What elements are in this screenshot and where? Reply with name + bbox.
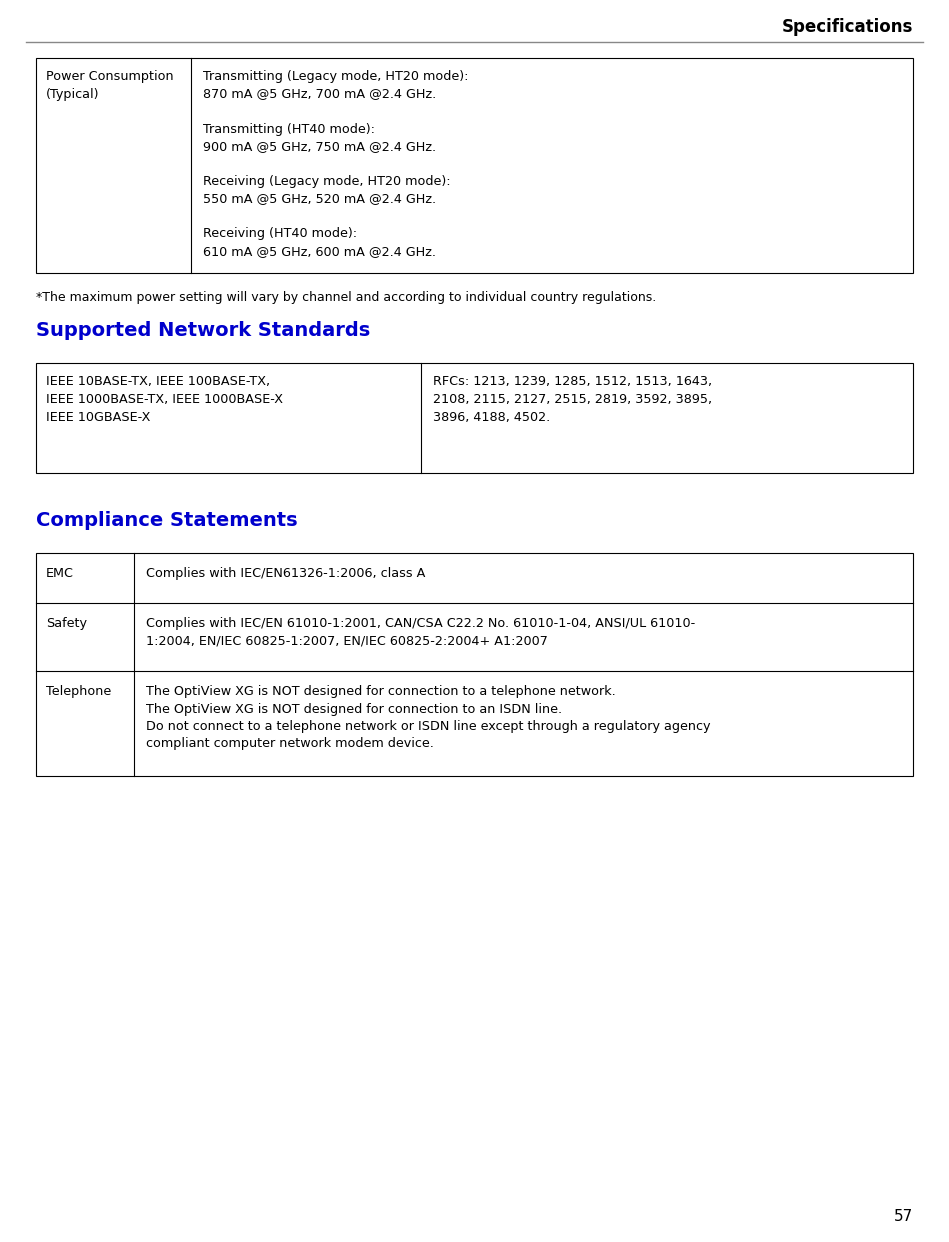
Bar xyxy=(36,58,913,273)
Text: Supported Network Standards: Supported Network Standards xyxy=(36,320,370,340)
Text: Specifications: Specifications xyxy=(782,17,913,36)
Text: Transmitting (Legacy mode, HT20 mode):
870 mA @5 GHz, 700 mA @2.4 GHz.

Transmit: Transmitting (Legacy mode, HT20 mode): 8… xyxy=(203,70,469,258)
Text: Telephone: Telephone xyxy=(46,686,111,698)
Text: EMC: EMC xyxy=(46,568,74,580)
Text: Compliance Statements: Compliance Statements xyxy=(36,510,298,530)
Text: Power Consumption
(Typical): Power Consumption (Typical) xyxy=(46,70,174,101)
Text: Complies with IEC/EN 61010-1:2001, CAN/CSA C22.2 No. 61010-1-04, ANSI/UL 61010-
: Complies with IEC/EN 61010-1:2001, CAN/C… xyxy=(146,617,696,647)
Text: Safety: Safety xyxy=(46,617,87,630)
Text: 57: 57 xyxy=(894,1208,913,1225)
Bar xyxy=(36,553,913,776)
Text: IEEE 10BASE-TX, IEEE 100BASE-TX,
IEEE 1000BASE-TX, IEEE 1000BASE-X
IEEE 10GBASE-: IEEE 10BASE-TX, IEEE 100BASE-TX, IEEE 10… xyxy=(46,375,283,424)
Text: RFCs: 1213, 1239, 1285, 1512, 1513, 1643,
2108, 2115, 2127, 2515, 2819, 3592, 38: RFCs: 1213, 1239, 1285, 1512, 1513, 1643… xyxy=(433,375,712,424)
Text: The OptiView XG is NOT designed for connection to a telephone network.
The OptiV: The OptiView XG is NOT designed for conn… xyxy=(146,686,711,750)
Bar xyxy=(36,363,913,473)
Text: Complies with IEC/EN61326-1:2006, class A: Complies with IEC/EN61326-1:2006, class … xyxy=(146,568,425,580)
Text: *The maximum power setting will vary by channel and according to individual coun: *The maximum power setting will vary by … xyxy=(36,291,657,304)
